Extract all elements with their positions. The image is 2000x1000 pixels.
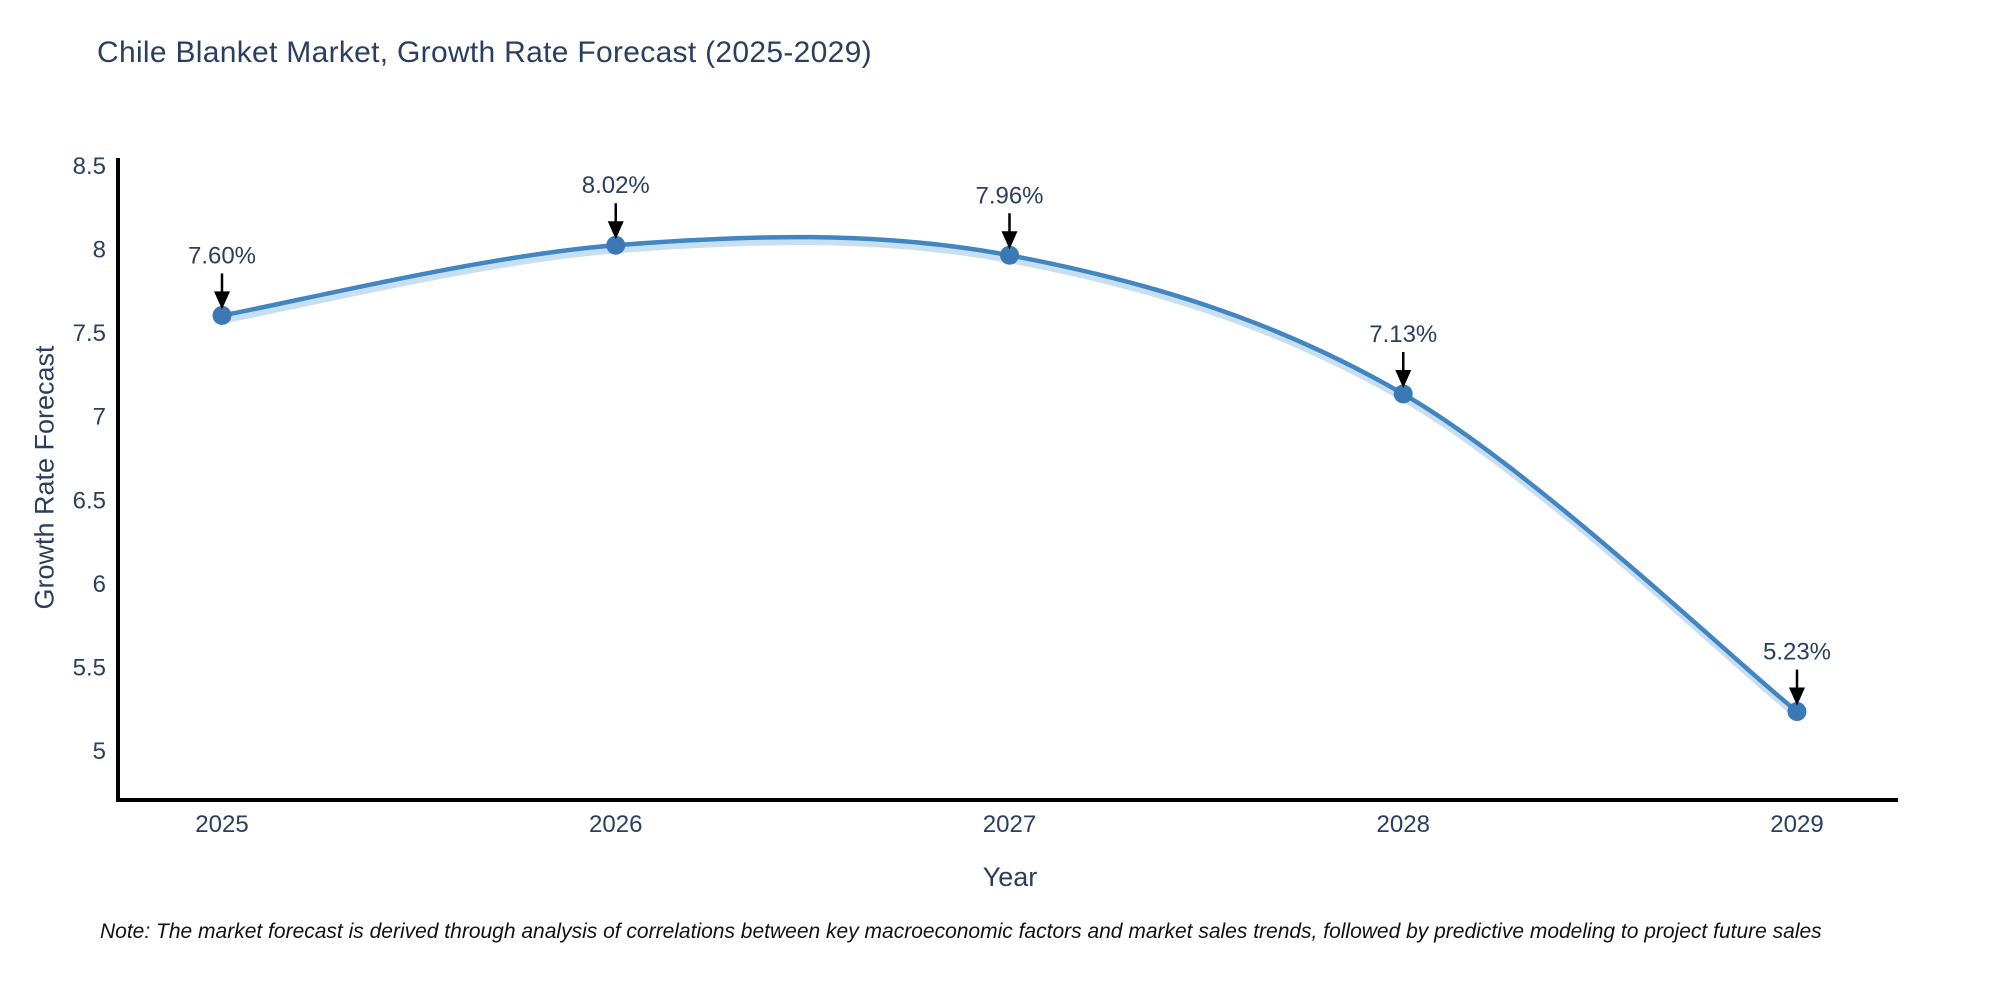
point-value-label: 5.23% xyxy=(1763,639,1831,666)
annotation-arrow-head xyxy=(1395,369,1412,388)
x-axis-title: Year xyxy=(982,862,1038,892)
footnote: Note: The market forecast is derived thr… xyxy=(100,920,1822,943)
annotation-arrow-head xyxy=(607,221,624,240)
line-series xyxy=(212,234,1807,722)
chart-title: Chile Blanket Market, Growth Rate Foreca… xyxy=(97,36,872,69)
x-tick-label: 2026 xyxy=(589,811,642,838)
y-tick-label: 8.5 xyxy=(73,153,106,180)
tick-labels: 8.5 8 7.5 7 6.5 6 5.5 5 2025 2026 2027 2028 2029 xyxy=(73,153,1824,838)
x-tick-label: 2027 xyxy=(983,811,1036,838)
axes xyxy=(116,158,1898,802)
x-tick-label: 2025 xyxy=(195,811,248,838)
x-tick-label: 2029 xyxy=(1770,811,1823,838)
point-value-label: 7.96% xyxy=(975,182,1043,209)
y-tick-label: 5 xyxy=(93,738,106,765)
data-point[interactable] xyxy=(1393,384,1413,404)
data-point[interactable] xyxy=(606,235,626,255)
data-point[interactable] xyxy=(212,305,232,325)
x-tick-label: 2028 xyxy=(1377,811,1430,838)
line-glow xyxy=(219,237,1802,720)
point-value-label: 8.02% xyxy=(582,172,650,199)
trend-line xyxy=(219,234,1800,714)
y-tick-label: 6.5 xyxy=(73,487,106,514)
y-tick-label: 5.5 xyxy=(73,654,106,681)
point-value-label: 7.60% xyxy=(188,242,256,269)
data-point[interactable] xyxy=(1787,702,1807,722)
y-tick-label: 6 xyxy=(93,571,106,598)
y-tick-label: 7 xyxy=(93,404,106,431)
annotation-arrow-head xyxy=(1789,687,1805,706)
point-value-label: 7.13% xyxy=(1369,321,1437,348)
y-tick-label: 8 xyxy=(93,237,106,264)
annotation-arrow-head xyxy=(1001,231,1018,250)
point-annotations: 7.60% 8.02% 7.96% 7.13% 5.23% xyxy=(188,172,1831,706)
annotation-arrow-head xyxy=(214,291,230,310)
data-point[interactable] xyxy=(1000,245,1019,265)
y-tick-label: 7.5 xyxy=(73,320,106,347)
